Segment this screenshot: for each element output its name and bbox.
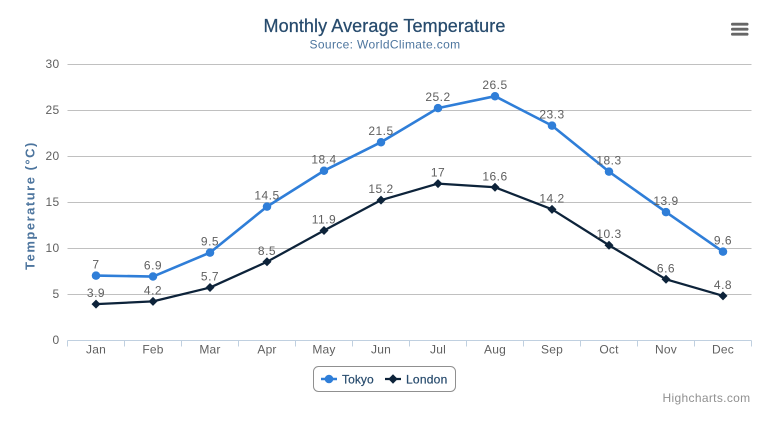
svg-text:Tokyo: Tokyo [342,373,374,387]
svg-text:4.2: 4.2 [144,283,162,297]
svg-text:5: 5 [53,287,60,301]
svg-text:Monthly Average Temperature: Monthly Average Temperature [264,16,506,36]
svg-text:25.2: 25.2 [425,90,450,104]
svg-text:Jul: Jul [430,343,446,357]
svg-text:Dec: Dec [712,343,734,357]
svg-text:13.9: 13.9 [653,194,678,208]
svg-text:17: 17 [431,166,445,180]
svg-text:26.5: 26.5 [482,78,507,92]
svg-text:Oct: Oct [599,343,619,357]
svg-text:18.3: 18.3 [596,154,621,168]
svg-text:15.2: 15.2 [368,182,393,196]
svg-text:14.5: 14.5 [254,189,279,203]
svg-text:23.3: 23.3 [539,108,564,122]
svg-text:20: 20 [46,149,60,163]
svg-text:Temperature (°C): Temperature (°C) [23,141,38,270]
svg-text:Feb: Feb [142,343,163,357]
svg-text:15: 15 [46,195,60,209]
svg-text:3.9: 3.9 [87,286,105,300]
svg-text:5.7: 5.7 [201,270,219,284]
svg-text:Source: WorldClimate.com: Source: WorldClimate.com [310,38,461,52]
svg-text:16.6: 16.6 [482,169,507,183]
svg-text:11.9: 11.9 [312,213,336,227]
svg-text:Nov: Nov [655,343,677,357]
svg-text:7: 7 [92,258,99,272]
svg-text:0: 0 [53,333,60,347]
svg-text:Sep: Sep [541,343,563,357]
svg-text:Mar: Mar [199,343,220,357]
svg-text:Aug: Aug [484,343,506,357]
svg-text:Jan: Jan [86,343,106,357]
svg-text:Jun: Jun [371,343,391,357]
svg-text:30: 30 [46,57,60,71]
svg-text:6.6: 6.6 [657,261,675,275]
svg-text:14.2: 14.2 [539,191,564,205]
svg-text:4.8: 4.8 [714,278,732,292]
svg-text:Apr: Apr [257,343,276,357]
svg-text:Highcharts.com: Highcharts.com [663,391,751,405]
svg-text:10: 10 [46,241,60,255]
svg-text:London: London [406,373,447,387]
svg-text:18.4: 18.4 [311,153,336,167]
svg-text:9.5: 9.5 [201,235,219,249]
svg-text:9.6: 9.6 [714,234,732,248]
svg-text:10.3: 10.3 [596,227,621,241]
svg-text:6.9: 6.9 [144,259,162,273]
svg-text:25: 25 [46,103,60,117]
svg-text:8.5: 8.5 [258,244,276,258]
svg-text:21.5: 21.5 [368,124,393,138]
svg-text:May: May [312,343,335,357]
